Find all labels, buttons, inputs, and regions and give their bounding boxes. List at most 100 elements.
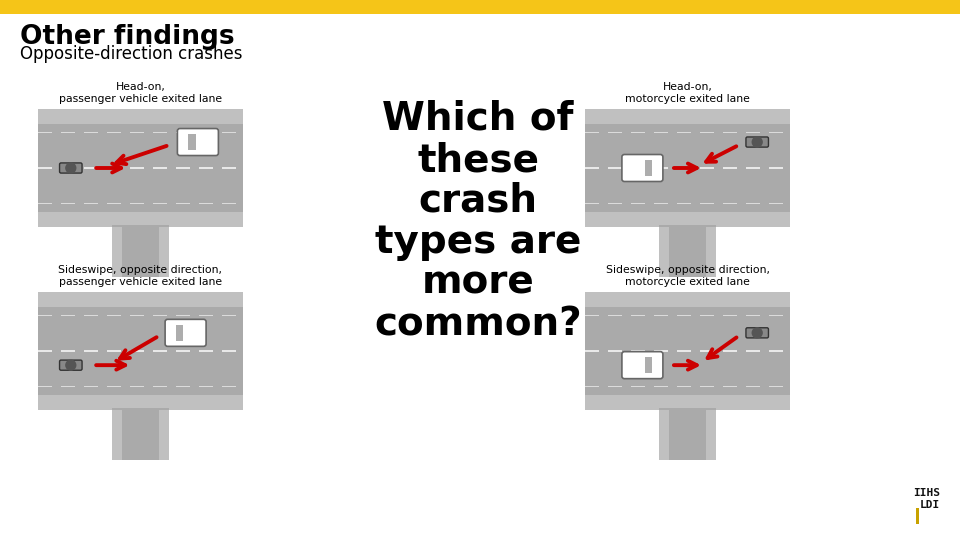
Bar [608,167,622,169]
Bar [176,132,190,133]
Bar [61,132,75,133]
Bar [769,167,783,169]
Bar [654,167,668,169]
Bar [585,315,599,316]
FancyBboxPatch shape [60,163,82,173]
Bar [61,386,75,387]
Bar [222,386,236,387]
Bar [608,132,622,133]
Bar [631,315,645,316]
Bar [176,315,190,316]
Bar [188,134,196,150]
Bar [659,225,716,276]
Bar [222,202,236,204]
Bar [700,350,714,352]
Bar [677,202,691,204]
Bar [199,386,213,387]
Bar [130,132,144,133]
Bar [158,227,169,276]
Bar [608,202,622,204]
Bar [585,212,790,227]
Bar [176,167,190,169]
Bar [654,132,668,133]
Bar [700,167,714,169]
Bar [769,315,783,316]
Bar [153,315,167,316]
Bar [61,167,75,169]
FancyBboxPatch shape [622,352,663,379]
Bar [84,386,98,387]
Bar [222,315,236,316]
Bar [654,315,668,316]
Bar [631,202,645,204]
Bar [677,315,691,316]
Bar [769,386,783,387]
Bar [153,202,167,204]
Bar [158,410,169,460]
Bar [153,350,167,352]
Bar [38,109,243,227]
Bar [61,202,75,204]
Bar [654,350,668,352]
Bar [746,386,760,387]
Bar [176,202,190,204]
Bar [644,160,653,176]
Bar [38,395,243,410]
Bar [700,386,714,387]
Bar [0,0,960,14]
Bar [84,202,98,204]
Bar [723,167,737,169]
Bar [176,350,190,352]
Bar [746,315,760,316]
Bar [585,292,790,307]
Bar [585,109,790,227]
Bar [130,315,144,316]
Bar [746,202,760,204]
Bar [659,410,669,460]
Text: Sideswipe, opposite direction,
motorcycle exited lane: Sideswipe, opposite direction, motorcycl… [606,265,770,287]
Bar [38,292,243,410]
Bar [700,132,714,133]
FancyBboxPatch shape [746,328,768,338]
Bar [631,132,645,133]
Bar [199,350,213,352]
Bar [659,227,669,276]
Bar [107,386,121,387]
Bar [706,410,716,460]
Bar [585,132,599,133]
Bar [746,167,760,169]
Bar [84,132,98,133]
Bar [84,167,98,169]
Bar [585,167,599,169]
Bar [631,386,645,387]
Text: Sideswipe, opposite direction,
passenger vehicle exited lane: Sideswipe, opposite direction, passenger… [59,265,223,287]
Bar [84,350,98,352]
Text: Other findings: Other findings [20,24,234,50]
Bar [61,350,75,352]
Bar [107,350,121,352]
Bar [677,132,691,133]
Bar [631,350,645,352]
Bar [608,386,622,387]
Bar [677,350,691,352]
Bar [677,386,691,387]
Bar [199,315,213,316]
Bar [746,132,760,133]
Bar [111,225,169,276]
Text: Which of
these
crash
types are
more
common?: Which of these crash types are more comm… [374,100,582,343]
Bar [107,315,121,316]
FancyBboxPatch shape [165,319,206,346]
Text: IIHS
LDI: IIHS LDI [913,488,940,510]
Bar [585,292,790,410]
Bar [222,132,236,133]
Bar [38,292,243,307]
Bar [107,167,121,169]
FancyBboxPatch shape [178,129,219,156]
Bar [585,350,599,352]
Bar [38,109,243,124]
FancyBboxPatch shape [746,137,768,147]
Bar [654,202,668,204]
Bar [644,357,653,373]
Bar [38,202,52,204]
Bar [631,167,645,169]
